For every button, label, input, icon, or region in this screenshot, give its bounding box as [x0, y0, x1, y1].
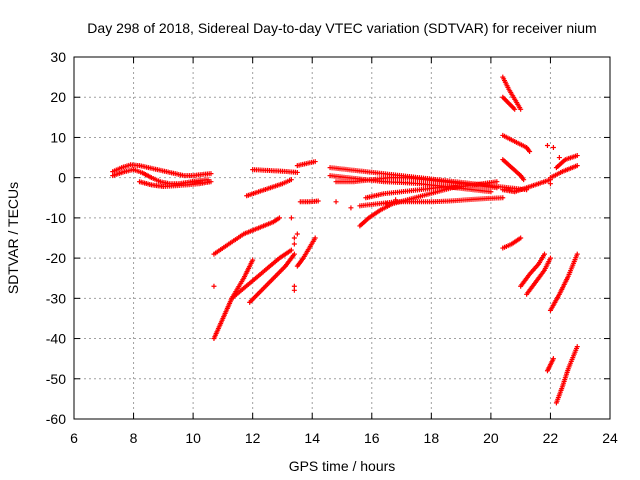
y-tick-label: -20 — [46, 250, 66, 266]
x-tick-label: 20 — [483, 430, 499, 446]
grid — [74, 57, 610, 419]
data-point — [547, 181, 553, 187]
data-point — [312, 235, 318, 241]
series-arc-long-rise — [211, 215, 282, 257]
data-point — [291, 241, 297, 247]
data-point — [521, 177, 527, 183]
data-point — [547, 255, 553, 261]
data-point — [574, 251, 580, 257]
series-arc-late-b — [553, 344, 580, 406]
y-tick-label: 0 — [58, 170, 66, 186]
data-point — [288, 215, 294, 221]
data-point — [294, 231, 300, 237]
data-point — [527, 149, 533, 155]
data-point — [494, 179, 500, 185]
data-point — [315, 198, 321, 204]
y-tick-label: -40 — [46, 331, 66, 347]
series-arc-evening-h — [524, 255, 553, 297]
data-point — [312, 159, 318, 165]
series-arc-morning-top — [110, 162, 214, 179]
x-tick-label: 22 — [543, 430, 559, 446]
data-point — [494, 185, 500, 191]
chart-title: Day 298 of 2018, Sidereal Day-to-day VTE… — [87, 20, 596, 36]
series-arc-evening-g — [518, 251, 547, 289]
data-point — [393, 197, 399, 203]
data-point — [291, 235, 297, 241]
x-tick-label: 16 — [364, 430, 380, 446]
data-point — [291, 287, 297, 293]
y-tick-label: 10 — [50, 129, 66, 145]
series-arc-1400-short — [297, 198, 321, 205]
series-arc-afternoon-5 — [357, 179, 500, 229]
ticks: 6 8 10 12 14 16 18 20 22 24 -60 -50 -40 -30 -20 -10 0 10 2… — [46, 49, 618, 446]
series-arc-steep-d — [294, 235, 318, 269]
data-point — [294, 169, 300, 175]
x-tick-label: 14 — [304, 430, 320, 446]
x-tick-label: 18 — [424, 430, 440, 446]
data-point — [544, 142, 550, 148]
data-point — [518, 106, 524, 112]
data-point — [574, 153, 580, 159]
data-point — [512, 106, 518, 112]
data-point — [208, 179, 214, 185]
series-arc-late-c — [544, 356, 556, 374]
series-marks-late — [544, 142, 562, 187]
data-point — [550, 145, 556, 150]
series-arc-noon-rise — [244, 177, 294, 199]
data-point — [500, 195, 506, 201]
x-tick-label: 10 — [185, 430, 201, 446]
y-tick-label: 20 — [50, 89, 66, 105]
y-axis-label: SDTVAR / TECUs — [5, 182, 21, 294]
series-arc-evening-e — [500, 177, 553, 195]
data-point — [452, 183, 458, 189]
series-arc-morning-low — [137, 179, 214, 190]
series-arc-late-a — [547, 251, 580, 313]
series-arc-evening-f — [500, 235, 524, 251]
x-tick-label: 24 — [602, 430, 618, 446]
plot-frame — [73, 56, 611, 420]
data-point — [333, 199, 339, 205]
series-arc-steep-c — [247, 251, 297, 305]
series-marks-noon — [211, 215, 300, 293]
data-point — [250, 257, 256, 263]
x-tick-label: 8 — [130, 430, 138, 446]
data-point — [348, 205, 354, 211]
y-tick-label: -30 — [46, 290, 66, 306]
x-tick-label: 6 — [70, 430, 78, 446]
data-point — [291, 251, 297, 257]
data-point — [384, 201, 390, 207]
data-point — [574, 344, 580, 350]
data-point — [488, 189, 494, 195]
series-arc-steep-b — [229, 247, 294, 301]
data-point — [276, 215, 282, 221]
y-tick-label: -10 — [46, 210, 66, 226]
series-arc-1330-top — [294, 159, 318, 169]
series-marks-afternoon — [333, 197, 399, 211]
data-point — [288, 247, 294, 253]
data-point — [288, 177, 294, 183]
series-arc-evening-d — [500, 157, 527, 183]
data-point — [211, 283, 217, 289]
data-point — [556, 155, 562, 161]
y-tick-label: 30 — [50, 49, 66, 65]
series-arc-late-e — [547, 163, 580, 181]
y-tick-label: -60 — [46, 411, 66, 427]
series-arc-noon-upper — [250, 167, 300, 175]
series-arc-evening-c — [500, 132, 533, 155]
series-arc-late-d — [553, 153, 580, 171]
data-point — [574, 163, 580, 169]
x-axis-label: GPS time / hours — [289, 458, 396, 474]
data-point — [518, 235, 524, 241]
data-points — [110, 74, 580, 406]
series-arc-evening-b — [500, 94, 518, 112]
x-tick-label: 12 — [245, 430, 261, 446]
data-point — [550, 356, 556, 362]
y-tick-label: -50 — [46, 371, 66, 387]
series-arc-afternoon-6 — [363, 183, 458, 201]
data-point — [541, 251, 547, 257]
data-point — [208, 171, 214, 177]
series-arc-evening-a — [500, 74, 524, 112]
